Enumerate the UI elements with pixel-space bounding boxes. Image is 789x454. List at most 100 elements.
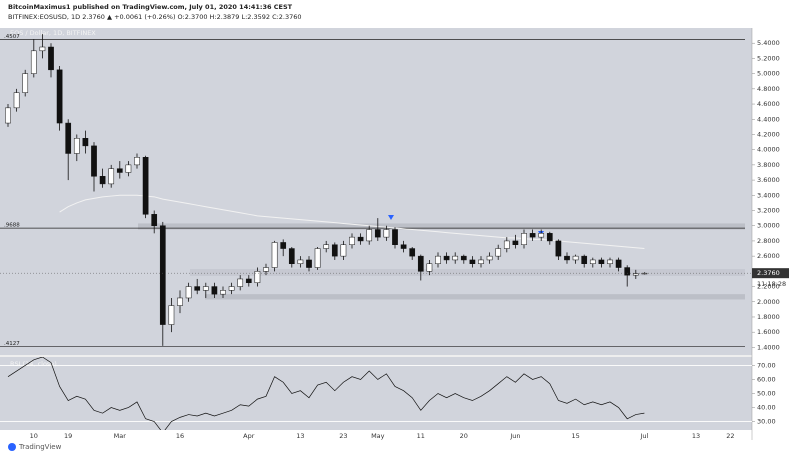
last-price-label: 2.3760 [757,269,780,277]
candle-body [142,157,149,215]
candle-body [91,145,97,177]
candle-body [22,73,29,93]
y-tick-label: 5.4000 [757,39,780,47]
y-tick-label: 2.8000 [757,237,780,245]
y-tick-label: 2.6000 [757,252,780,260]
y-tick-label: 5.2000 [757,54,780,62]
candle-body [280,242,287,249]
y-tick-label: 3.8000 [757,161,780,169]
zone [190,269,745,276]
candle-body [538,233,545,238]
y-tick-label: 4.4000 [757,115,780,123]
y-tick-label: 1.8000 [757,313,780,321]
candle-body [116,168,123,173]
x-tick-label: Mar [114,432,127,440]
candle-body [194,286,201,291]
publisher: BitcoinMaximus1 published on TradingView… [8,3,293,11]
y-tick-label: 4.6000 [757,100,780,108]
candle-body [400,244,407,249]
candle-body [374,229,381,238]
candle-body [564,255,570,261]
y-tick-label: 3.4000 [757,191,780,199]
level-label: .9688 [4,223,20,229]
candle-body [632,273,639,276]
rsi-pane [0,357,752,430]
x-tick-label: 23 [339,432,347,440]
marker [388,215,394,220]
y-tick-label: 4.0000 [757,146,780,154]
candle-body [641,272,648,275]
candle-body [48,46,54,71]
candle-body [297,259,304,264]
x-tick-label: Jun [509,432,520,440]
candle-body [65,122,72,154]
candle-body [349,236,355,245]
x-tick-label: 15 [571,432,579,440]
candle-body [452,255,459,261]
y-tick-label: 4.2000 [757,130,780,138]
rsi-tick-label: 40.00 [757,404,776,412]
candle-body [228,286,235,291]
rsi-title: RSI (14, close) [10,360,57,368]
x-tick-label: 10 [30,432,38,440]
y-tick-label: 3.0000 [757,222,780,230]
level-label: .4127 [4,341,20,347]
x-tick-label: 13 [296,432,304,440]
candle-body [469,259,476,264]
candle-body [39,46,46,52]
x-tick-label: May [371,432,385,440]
candle-body [134,157,140,166]
countdown: 11:18:28 [757,280,786,288]
candle-body [30,50,37,74]
x-tick-label: Jul [639,432,648,440]
y-tick-label: 3.2000 [757,207,780,215]
candle-body [168,305,175,325]
candle-body [409,248,416,257]
candle-body [73,138,80,154]
candle-body [555,240,562,257]
candle-body [503,240,510,249]
candle-body [598,259,605,264]
candle-body [82,138,89,147]
x-tick-label: Apr [243,432,255,440]
candle-body [211,286,218,295]
candle-body [486,255,493,261]
candle-body [202,286,209,291]
legend: EOS / Dollar, 1D, BITFINEX [10,29,96,37]
candle-body [271,242,278,268]
price-pane [0,28,752,355]
candle-body [392,229,398,245]
candle-body [254,271,261,284]
candle-body [99,176,106,185]
candle-body [366,229,373,242]
rsi-tick-label: 60.00 [757,375,776,383]
level-label: .4507 [4,34,20,40]
x-tick-label: 22 [726,432,734,440]
candle-body [185,286,192,299]
candle-body [478,259,484,264]
x-tick-label: 13 [692,432,700,440]
candle-body [263,267,269,272]
candle-body [495,248,502,257]
zone [205,294,745,300]
candle-body [383,229,390,238]
y-tick-label: 4.8000 [757,85,780,93]
candle-body [512,240,519,245]
candle-body [529,233,536,238]
price-plot [0,34,745,347]
candle-body [177,297,183,306]
candle-body [331,244,338,257]
candle-body [237,278,244,287]
candle-body [323,244,330,249]
candle-body [589,259,596,264]
rsi-tick-label: 30.00 [757,418,776,426]
x-tick-label: 16 [176,432,184,440]
candle-body [340,244,347,257]
candle-body [607,259,613,264]
y-tick-label: 5.0000 [757,70,780,78]
brand: TradingView [18,443,62,451]
x-tick-label: 19 [64,432,72,440]
candle-body [245,278,252,284]
